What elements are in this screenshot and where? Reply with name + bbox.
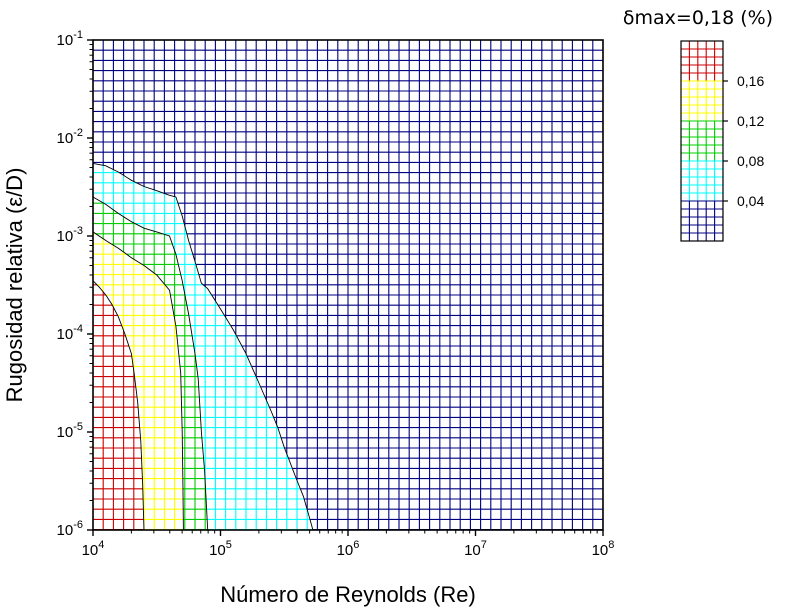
region-fill bbox=[93, 280, 144, 530]
x-tick-label: 105 bbox=[209, 539, 232, 559]
y-axis: 10-6 10-5 10-4 10-3 10-2 10-1 bbox=[57, 29, 93, 539]
x-tick-label: 107 bbox=[464, 539, 487, 559]
legend-band bbox=[681, 80, 723, 122]
contour-line-0.12 bbox=[93, 231, 184, 530]
x-axis-title: Número de Reynolds (Re) bbox=[220, 582, 476, 607]
legend-tick-label: 0,08 bbox=[737, 153, 764, 169]
legend-band bbox=[681, 41, 723, 82]
contour-line-0.08 bbox=[93, 196, 209, 530]
region-level-below-0.04 bbox=[93, 40, 603, 530]
legend-border bbox=[680, 40, 724, 242]
plot-area bbox=[93, 40, 603, 530]
x-tick-label: 108 bbox=[592, 539, 615, 559]
y-tick-label: 10-4 bbox=[57, 323, 83, 343]
legend-band-bg bbox=[681, 121, 723, 161]
legend-tick-label: 0,12 bbox=[737, 113, 764, 129]
legend-band-bg bbox=[681, 201, 723, 241]
legend-tick-label: 0,04 bbox=[737, 193, 764, 209]
legend-band-grid bbox=[681, 41, 723, 82]
x-tick-label: 106 bbox=[337, 539, 360, 559]
legend-band bbox=[681, 160, 723, 202]
x-tick-label: 104 bbox=[82, 539, 105, 559]
legend-band bbox=[681, 200, 723, 241]
legend-band-bg bbox=[681, 81, 723, 121]
legend-band-bg bbox=[681, 161, 723, 201]
legend-band-grid bbox=[681, 120, 723, 162]
y-tick-label: 10-1 bbox=[57, 29, 83, 49]
color-legend: δmax=0,18 (%) 0,16 0,12 0,08 0,04 bbox=[623, 7, 773, 242]
region-level-0.16 bbox=[93, 280, 144, 530]
legend-title: δmax=0,18 (%) bbox=[623, 7, 773, 29]
legend-band bbox=[681, 120, 723, 162]
y-tick-label: 10-5 bbox=[57, 421, 83, 441]
legend-band-bg bbox=[681, 41, 723, 81]
legend-band-grid bbox=[681, 160, 723, 202]
legend-band-grid bbox=[681, 200, 723, 241]
y-axis-title: Rugosidad relativa (ε/D) bbox=[2, 168, 27, 403]
contour-line-0.04 bbox=[93, 162, 314, 530]
grid-lines bbox=[93, 40, 603, 530]
legend-band-grid bbox=[681, 80, 723, 122]
legend-tick-label: 0,16 bbox=[737, 73, 764, 89]
y-tick-label: 10-2 bbox=[57, 127, 83, 147]
contour-line-0.16 bbox=[93, 280, 145, 530]
x-axis: 104 105 106 107 108 bbox=[82, 530, 615, 559]
y-tick-label: 10-6 bbox=[57, 519, 83, 539]
y-tick-label: 10-3 bbox=[57, 225, 83, 245]
